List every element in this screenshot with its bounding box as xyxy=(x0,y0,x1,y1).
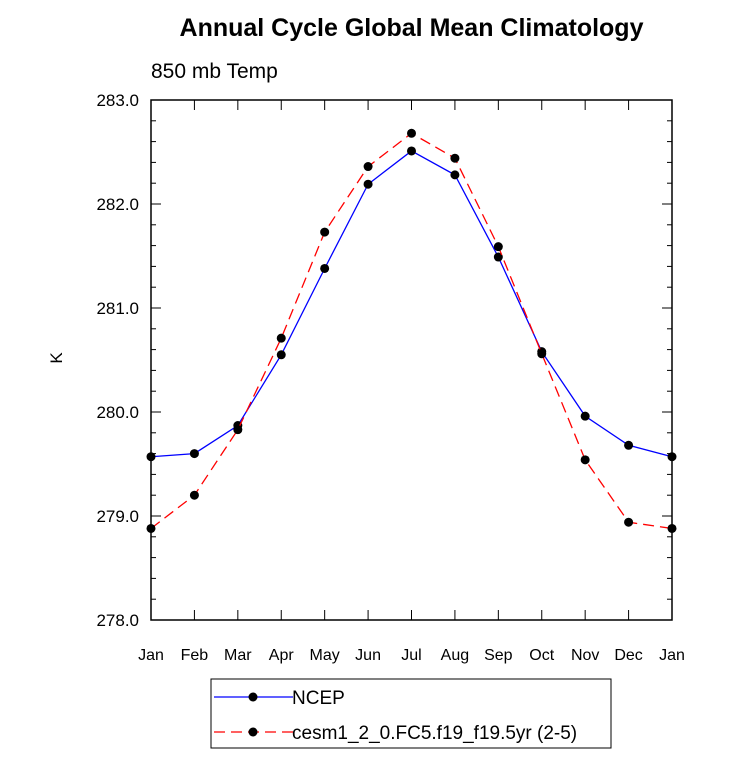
chart-subtitle: 850 mb Temp xyxy=(151,60,278,83)
series-layer xyxy=(146,128,677,533)
x-tick-label: Nov xyxy=(571,647,599,664)
legend-marker xyxy=(248,727,258,737)
x-tick-labels: Jan Feb Mar Apr May Jun Jul Aug Sep Oct Nov Dec Jan xyxy=(138,647,685,664)
data-point xyxy=(276,333,286,343)
data-point xyxy=(580,411,590,421)
legend-marker xyxy=(248,692,258,702)
data-point xyxy=(624,517,634,527)
data-point xyxy=(580,455,590,465)
x-tick-label: Jan xyxy=(138,647,164,664)
x-tick-label: Dec xyxy=(614,647,642,664)
chart-title: Annual Cycle Global Mean Climatology xyxy=(179,14,644,42)
x-tick-label: Feb xyxy=(181,647,209,664)
data-point xyxy=(624,440,634,450)
y-tick-label: 281.0 xyxy=(96,299,139,318)
x-tick-label: Jun xyxy=(355,647,381,664)
plot-frame xyxy=(150,99,673,621)
legend: NCEP cesm1_2_0.FC5.f19_f19.5yr (2-5) xyxy=(210,678,612,749)
legend-label: cesm1_2_0.FC5.f19_f19.5yr (2-5) xyxy=(292,723,577,744)
data-point xyxy=(407,128,416,138)
y-tick-label: 278.0 xyxy=(96,611,139,630)
data-point xyxy=(450,153,460,163)
x-tick-label: Mar xyxy=(224,647,252,664)
x-tick-label: Sep xyxy=(484,647,513,664)
x-tick-label: Oct xyxy=(529,647,554,664)
data-point xyxy=(189,490,199,500)
x-tick-label: Jan xyxy=(659,647,685,664)
data-point xyxy=(493,242,503,252)
series-line xyxy=(150,150,673,458)
x-tick-label: Jul xyxy=(401,647,421,664)
y-tick-label: 279.0 xyxy=(96,507,139,526)
x-tick-label: May xyxy=(310,647,340,664)
data-point xyxy=(363,179,373,189)
y-tick-label: 283.0 xyxy=(96,91,139,110)
y-tick-label: 280.0 xyxy=(96,403,139,422)
data-point xyxy=(407,146,416,156)
legend-box xyxy=(210,678,612,749)
legend-label: NCEP xyxy=(292,688,345,709)
y-axis-label: K xyxy=(47,352,66,364)
data-point xyxy=(450,170,460,180)
data-point xyxy=(493,252,503,262)
data-point xyxy=(233,425,243,435)
data-point xyxy=(363,162,373,172)
y-tick-label: 282.0 xyxy=(96,195,139,214)
data-point xyxy=(320,227,330,237)
data-point xyxy=(320,263,330,273)
x-tick-label: Apr xyxy=(269,647,295,664)
y-tick-labels: 278.0 279.0 280.0 281.0 282.0 283.0 xyxy=(96,91,139,630)
x-tick-label: Aug xyxy=(441,647,469,664)
axis-ticks xyxy=(150,99,673,621)
series-line xyxy=(150,132,673,530)
data-point xyxy=(189,449,199,459)
data-point xyxy=(276,350,286,360)
data-point xyxy=(537,349,547,359)
